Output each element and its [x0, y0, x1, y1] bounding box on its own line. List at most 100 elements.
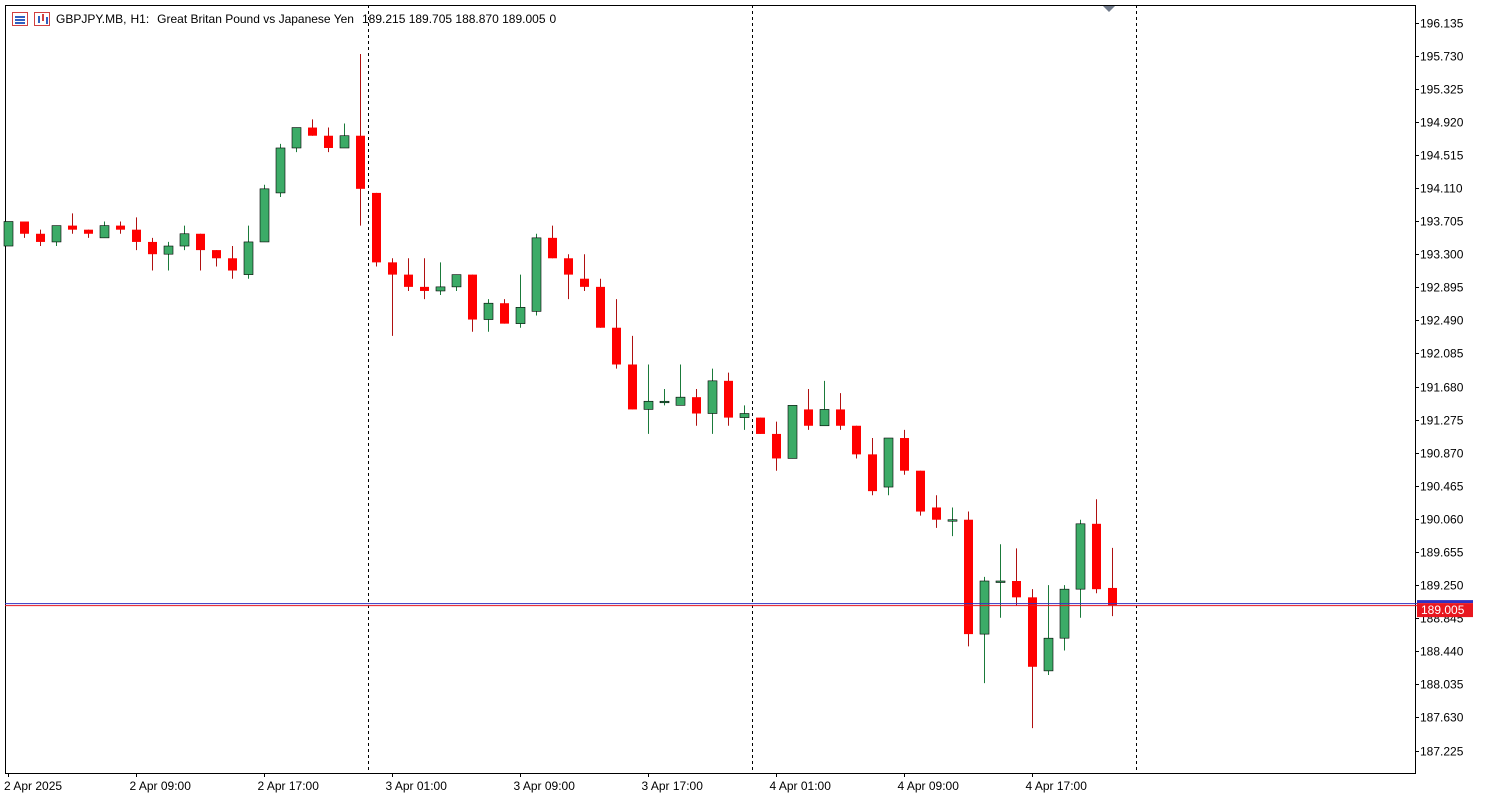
price-tick-label: 190.870	[1420, 447, 1464, 461]
candle	[772, 421, 781, 471]
candle	[1059, 585, 1070, 651]
candle	[1092, 499, 1101, 594]
time-tick-label: 3 Apr 17:00	[642, 779, 704, 793]
bull-candle-body	[243, 241, 254, 275]
bear-candle-body	[756, 417, 765, 434]
bull-candle-body	[275, 147, 286, 194]
candle	[388, 258, 397, 336]
candle	[1108, 547, 1117, 617]
candle	[68, 213, 77, 234]
bear-candle-body	[148, 241, 157, 255]
ask-price-tag	[1417, 600, 1473, 604]
bear-candle-body	[916, 470, 925, 512]
bull-candle-body	[995, 580, 1006, 583]
price-tick-label: 191.680	[1420, 381, 1464, 395]
bear-candle-body	[1028, 597, 1037, 667]
price-tick-label: 195.325	[1420, 83, 1464, 97]
bear-candle-body	[228, 258, 237, 271]
bear-candle-body	[1092, 523, 1101, 590]
bear-candle-body	[932, 507, 941, 520]
time-tick-label: 3 Apr 09:00	[514, 779, 576, 793]
bear-candle-body	[564, 258, 573, 275]
price-tick-label: 194.110	[1420, 182, 1463, 196]
bear-candle-body	[404, 274, 413, 287]
price-tick-label: 194.920	[1420, 116, 1464, 130]
bear-candle-body	[212, 250, 221, 259]
bull-candle-body	[515, 306, 526, 324]
candle	[339, 123, 350, 149]
bear-candle-body	[500, 303, 509, 324]
candle	[275, 143, 286, 197]
candle	[259, 184, 270, 243]
chart-type-icon[interactable]	[34, 12, 50, 26]
price-tick-label: 189.250	[1420, 579, 1464, 593]
candle	[724, 372, 733, 426]
candle	[531, 233, 542, 316]
bear-candle-body	[132, 229, 141, 242]
candle	[212, 250, 221, 267]
time-tick-label: 4 Apr 01:00	[770, 779, 832, 793]
candle	[804, 389, 813, 430]
candle	[883, 437, 894, 496]
candle	[483, 299, 494, 332]
candle	[324, 127, 333, 153]
candle	[420, 258, 429, 300]
candle	[964, 511, 973, 647]
bear-candle-body	[900, 438, 909, 471]
time-tick-label: 2 Apr 2025	[4, 779, 62, 793]
candle	[404, 258, 413, 291]
bear-candle-body	[612, 327, 621, 365]
shift-marker-icon[interactable]	[1103, 6, 1115, 12]
chart-header: GBPJPY.MB, H1: Great Britan Pound vs Jap…	[12, 9, 560, 29]
bear-candle-body	[20, 221, 29, 234]
candle	[20, 221, 29, 238]
price-tick-label: 192.895	[1420, 281, 1464, 295]
bull-candle-body	[819, 409, 830, 427]
bull-candle-body	[3, 221, 14, 247]
candle	[308, 119, 317, 136]
time-tick-label: 3 Apr 01:00	[386, 779, 448, 793]
price-tick-label: 187.630	[1420, 711, 1464, 725]
bear-candle-body	[580, 278, 589, 287]
candle	[84, 229, 93, 238]
candle	[580, 254, 589, 291]
candle	[36, 229, 45, 247]
candle	[435, 262, 446, 296]
bear-candle-body	[852, 425, 861, 455]
price-tick-label: 193.300	[1420, 248, 1464, 262]
bear-candle-body	[1108, 587, 1117, 606]
candle	[179, 225, 190, 251]
candle	[659, 389, 670, 406]
bull-candle-body	[947, 519, 958, 522]
bear-candle-body	[372, 192, 381, 263]
bull-candle-body	[1043, 637, 1054, 672]
bear-candle-body	[68, 225, 77, 230]
candle	[916, 470, 925, 516]
bull-candle-body	[51, 225, 62, 243]
candle	[1028, 589, 1037, 729]
time-tick-label: 4 Apr 17:00	[1026, 779, 1088, 793]
price-tick-label: 191.275	[1420, 414, 1464, 428]
candle	[692, 389, 701, 426]
candle	[163, 241, 174, 271]
timeframe-label: H1:	[130, 12, 150, 26]
bear-candle-body	[116, 225, 125, 230]
candle	[468, 274, 477, 332]
candle	[243, 225, 254, 279]
bull-candle-body	[787, 405, 798, 459]
candle	[756, 417, 765, 434]
bull-candle-body	[179, 233, 190, 247]
candle	[852, 425, 861, 459]
price-tick-label: 193.705	[1420, 215, 1464, 229]
bull-candle-body	[291, 127, 302, 149]
bear-candle-body	[836, 409, 845, 426]
candle	[51, 225, 62, 247]
candle	[1043, 585, 1054, 675]
bear-candle-body	[196, 233, 205, 251]
candle	[612, 299, 621, 369]
bull-candle-body	[643, 400, 654, 410]
bull-candle-body	[675, 396, 686, 406]
market-watch-icon[interactable]	[12, 12, 28, 26]
